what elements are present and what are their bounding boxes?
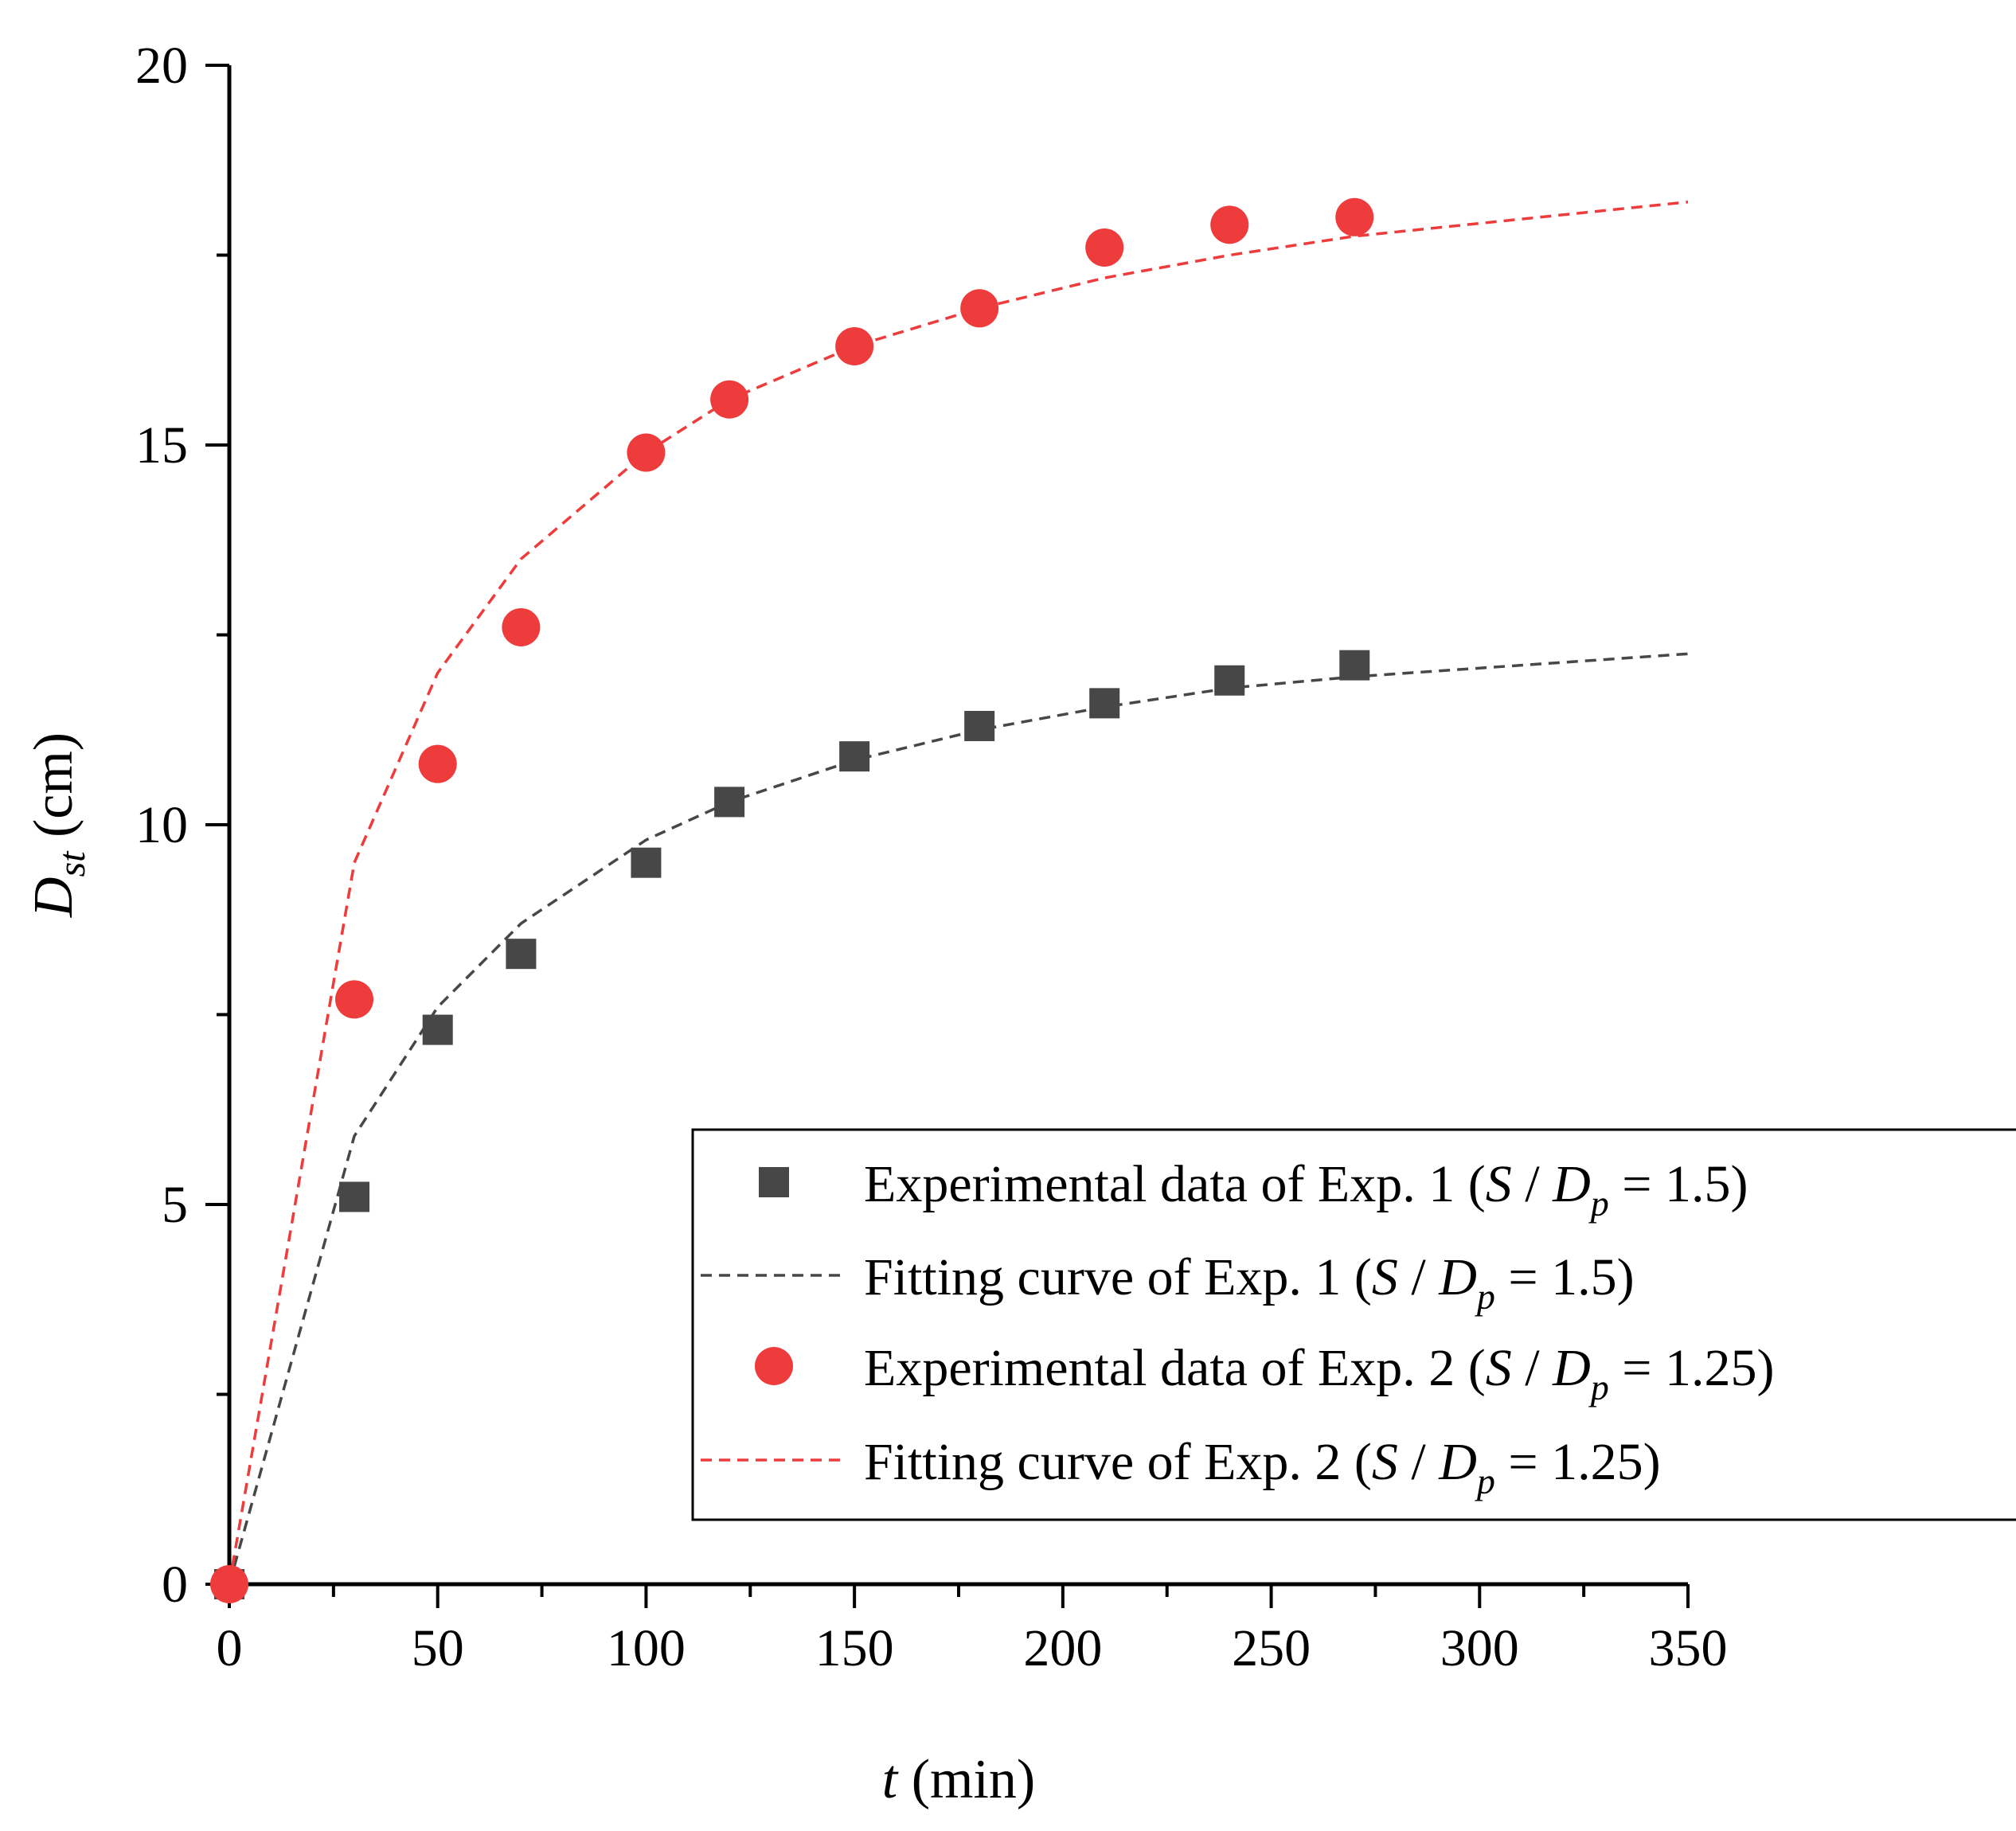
data-point-square [339, 1181, 370, 1212]
legend-label: Fitting curve of Exp. 1 (S / Dp = 1.5) [864, 1248, 1635, 1317]
data-point-circle [960, 289, 999, 328]
legend-value: = 1.25) [1609, 1339, 1775, 1397]
legend-label: Experimental data of Exp. 2 (S / Dp = 1.… [864, 1339, 1774, 1407]
y-tick-label: 15 [135, 416, 188, 474]
legend-label: Fitting curve of Exp. 2 (S / Dp = 1.25) [864, 1433, 1661, 1501]
axis-labels: t (min) Dst (cm) [23, 732, 1035, 1810]
x-tick-label: 300 [1440, 1619, 1519, 1677]
x-tick-label: 200 [1023, 1619, 1102, 1677]
legend-var-d: D [1552, 1339, 1591, 1397]
legend-marker-circle [755, 1347, 793, 1385]
y-axis-label-var: D [23, 877, 84, 919]
legend-var-d: D [1552, 1155, 1591, 1213]
legend-slash: / [1398, 1248, 1439, 1306]
plot-area [210, 197, 1689, 1603]
legend-var-s: S [1372, 1248, 1398, 1306]
data-point-square [631, 847, 662, 878]
legend-text: Fitting curve of Exp. 2 ( [864, 1433, 1372, 1491]
data-point-square [714, 787, 745, 818]
legend-subscript: p [1588, 1183, 1609, 1224]
y-tick-label: 10 [135, 796, 188, 854]
x-tick-label: 350 [1649, 1619, 1728, 1677]
data-point-square [1339, 650, 1370, 681]
data-point-circle [1335, 197, 1374, 236]
data-point-square [964, 710, 995, 741]
legend-value: = 1.25) [1495, 1433, 1661, 1491]
x-axis-label-var: t [882, 1749, 899, 1810]
x-tick-label: 0 [217, 1619, 243, 1677]
x-axis-label-unit: (min) [897, 1749, 1035, 1810]
x-tick-label: 250 [1232, 1619, 1311, 1677]
data-point-square [1089, 688, 1120, 719]
axes: 0 50 100 150 200 250 300 350 0 5 10 15 20 [135, 37, 1728, 1677]
y-axis-label-subscript: st [51, 850, 93, 877]
legend-text: Fitting curve of Exp. 1 ( [864, 1248, 1372, 1306]
legend-subscript: p [1475, 1461, 1495, 1501]
data-point-circle [502, 607, 541, 646]
legend-var-d: D [1438, 1248, 1477, 1306]
legend-subscript: p [1475, 1276, 1495, 1317]
legend-marker-square [759, 1167, 789, 1197]
legend-value: = 1.5) [1609, 1155, 1748, 1213]
legend-value: = 1.5) [1495, 1248, 1635, 1306]
x-axis-label: t (min) [882, 1749, 1035, 1810]
data-point-circle [335, 980, 374, 1019]
y-axis-label: Dst (cm) [23, 732, 93, 918]
data-point-square [506, 939, 537, 970]
x-tick-label: 50 [412, 1619, 464, 1677]
y-tick-label: 0 [162, 1556, 188, 1614]
legend-var-s: S [1486, 1339, 1512, 1397]
legend-var-s: S [1372, 1433, 1398, 1491]
legend-var-s: S [1486, 1155, 1512, 1213]
x-tick-label: 150 [815, 1619, 894, 1677]
legend-subscript: p [1588, 1367, 1609, 1407]
data-point-circle [1210, 205, 1249, 244]
legend-box [691, 1128, 2016, 1521]
data-point-square [422, 1014, 453, 1045]
legend-slash: / [1512, 1339, 1553, 1397]
data-point-circle [627, 433, 666, 472]
x-tick-label: 100 [607, 1619, 686, 1677]
fit-curve-line [228, 200, 1689, 1585]
legend: Experimental data of Exp. 1 (S / Dp = 1.… [691, 1128, 2016, 1521]
legend-label: Experimental data of Exp. 1 (S / Dp = 1.… [864, 1155, 1748, 1224]
data-point-circle [1085, 228, 1124, 267]
y-tick-label: 5 [162, 1176, 188, 1234]
data-point-circle [710, 380, 749, 419]
legend-var-d: D [1438, 1433, 1477, 1491]
legend-slash: / [1512, 1155, 1553, 1213]
data-point-circle [210, 1565, 248, 1603]
y-tick-label: 20 [135, 37, 188, 95]
data-point-square [839, 741, 870, 772]
legend-text: Experimental data of Exp. 1 ( [864, 1155, 1486, 1213]
data-point-circle [418, 744, 457, 783]
y-axis-label-unit: (cm) [23, 732, 84, 852]
legend-slash: / [1398, 1433, 1439, 1491]
data-point-square [1214, 665, 1245, 696]
data-point-circle [835, 326, 874, 365]
legend-text: Experimental data of Exp. 2 ( [864, 1339, 1486, 1397]
